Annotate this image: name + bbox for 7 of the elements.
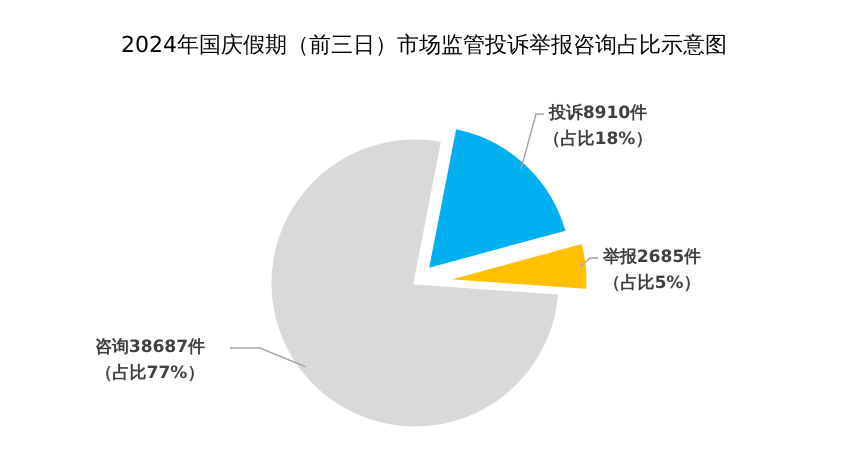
slice-label: 举报2685件	[602, 246, 702, 269]
slice-label: 咨询38687件	[94, 336, 206, 359]
slice-label: 投诉8910件	[548, 102, 648, 125]
data-label: （占比18%）	[542, 128, 654, 152]
data-label: （占比5%）	[602, 272, 702, 296]
chart-title: 2024年国庆假期（前三日）市场监管投诉举报咨询占比示意图	[120, 32, 728, 60]
data-label: （占比77%）	[94, 362, 206, 386]
